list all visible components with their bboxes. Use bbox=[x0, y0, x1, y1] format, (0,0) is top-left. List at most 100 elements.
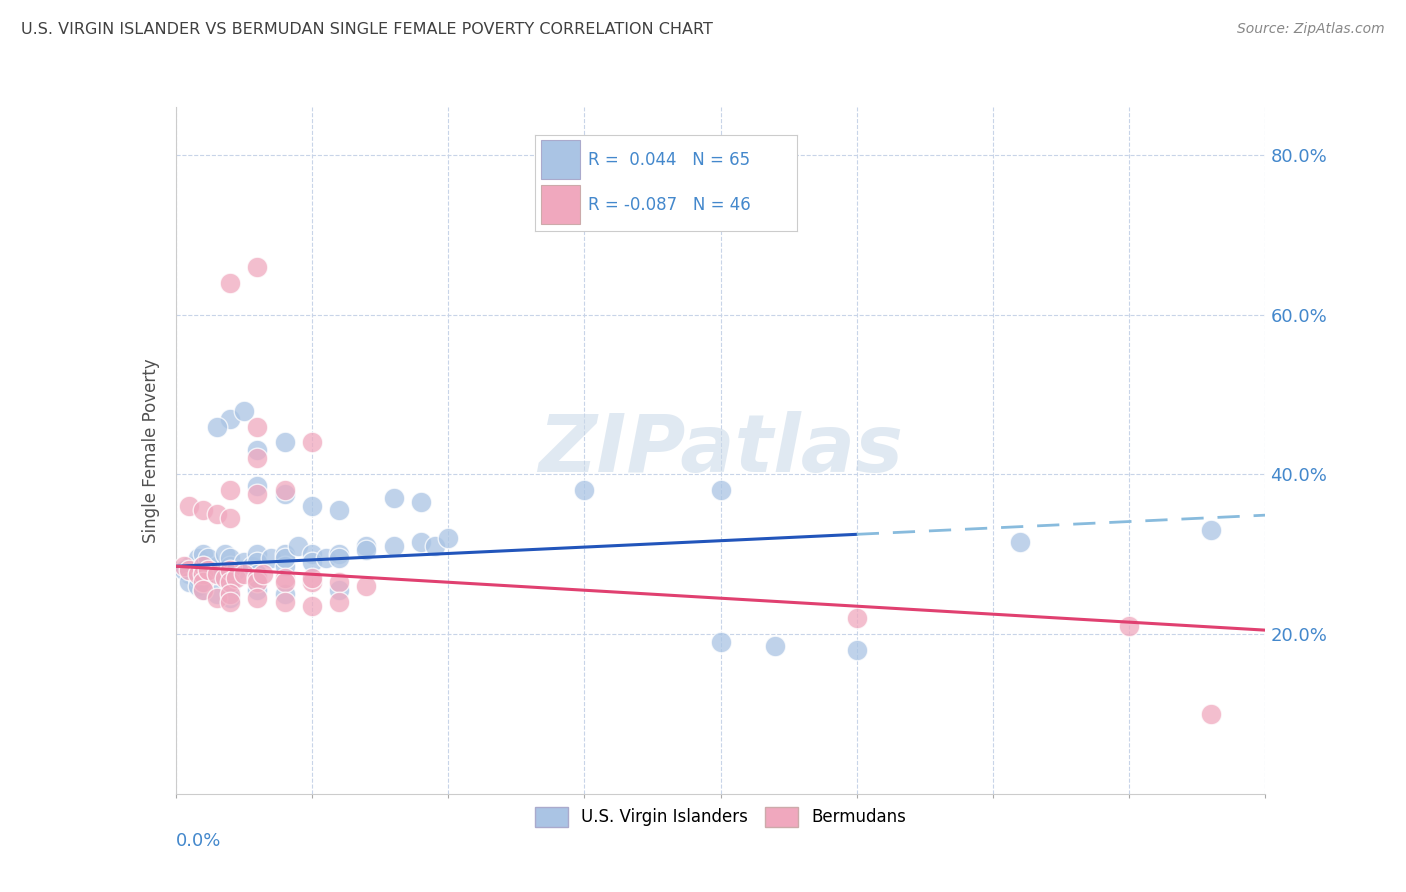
Point bbox=[214, 547, 236, 561]
Point bbox=[274, 587, 297, 601]
Point bbox=[301, 500, 323, 514]
Point bbox=[205, 508, 228, 522]
Point bbox=[1199, 706, 1222, 721]
Point bbox=[246, 571, 269, 585]
Point bbox=[191, 583, 214, 598]
Text: Source: ZipAtlas.com: Source: ZipAtlas.com bbox=[1237, 22, 1385, 37]
Point bbox=[710, 483, 733, 498]
Point bbox=[197, 551, 219, 566]
Point bbox=[205, 419, 228, 434]
Point bbox=[437, 531, 460, 545]
Point bbox=[232, 567, 254, 582]
Point bbox=[191, 567, 214, 582]
Point bbox=[186, 567, 209, 582]
Point bbox=[409, 535, 432, 549]
Point bbox=[232, 403, 254, 417]
Point bbox=[301, 435, 323, 450]
Point bbox=[191, 567, 214, 582]
Point bbox=[574, 483, 596, 498]
Point bbox=[301, 599, 323, 614]
Legend: U.S. Virgin Islanders, Bermudans: U.S. Virgin Islanders, Bermudans bbox=[529, 800, 912, 834]
Point bbox=[191, 559, 214, 574]
Text: 0.0%: 0.0% bbox=[176, 831, 221, 850]
Point bbox=[1118, 619, 1140, 633]
Point bbox=[1199, 524, 1222, 538]
Point bbox=[205, 587, 228, 601]
Point bbox=[205, 567, 228, 582]
Point bbox=[246, 487, 269, 501]
Point bbox=[356, 579, 378, 593]
Point bbox=[186, 571, 209, 585]
Point bbox=[356, 543, 378, 558]
Point bbox=[845, 611, 868, 625]
Point bbox=[763, 639, 786, 653]
Text: U.S. VIRGIN ISLANDER VS BERMUDAN SINGLE FEMALE POVERTY CORRELATION CHART: U.S. VIRGIN ISLANDER VS BERMUDAN SINGLE … bbox=[21, 22, 713, 37]
Point bbox=[328, 595, 350, 609]
Point bbox=[179, 563, 201, 577]
Point bbox=[301, 547, 323, 561]
Text: ZIPatlas: ZIPatlas bbox=[538, 411, 903, 490]
Point bbox=[246, 419, 269, 434]
Point bbox=[197, 563, 219, 577]
Point bbox=[246, 260, 269, 274]
Point bbox=[186, 579, 209, 593]
Point bbox=[274, 547, 297, 561]
Point bbox=[219, 567, 242, 582]
Point bbox=[205, 567, 228, 582]
Point bbox=[328, 583, 350, 598]
Point bbox=[328, 551, 350, 566]
Point bbox=[219, 595, 242, 609]
Point bbox=[328, 503, 350, 517]
Point bbox=[356, 539, 378, 553]
Point bbox=[191, 559, 214, 574]
Point bbox=[274, 435, 297, 450]
Point bbox=[246, 555, 269, 569]
Point bbox=[301, 575, 323, 590]
Point bbox=[219, 551, 242, 566]
Point bbox=[191, 575, 214, 590]
Point bbox=[328, 547, 350, 561]
Point bbox=[240, 559, 263, 574]
Point bbox=[382, 491, 405, 506]
Point bbox=[232, 555, 254, 569]
Point bbox=[186, 551, 209, 566]
Point bbox=[274, 595, 297, 609]
Point bbox=[246, 591, 269, 606]
Y-axis label: Single Female Poverty: Single Female Poverty bbox=[142, 359, 160, 542]
Point bbox=[219, 563, 242, 577]
Point bbox=[274, 487, 297, 501]
Point bbox=[191, 503, 214, 517]
Point bbox=[274, 551, 297, 566]
Point bbox=[246, 479, 269, 493]
Point bbox=[1010, 535, 1032, 549]
Point bbox=[246, 575, 269, 590]
Point bbox=[219, 559, 242, 574]
Point bbox=[173, 563, 195, 577]
Point bbox=[246, 451, 269, 466]
Point bbox=[382, 539, 405, 553]
Point bbox=[274, 575, 297, 590]
Point bbox=[191, 547, 214, 561]
Point bbox=[205, 559, 228, 574]
Point bbox=[328, 575, 350, 590]
Point bbox=[179, 575, 201, 590]
Point bbox=[423, 539, 446, 553]
Point bbox=[205, 591, 228, 606]
Point bbox=[246, 443, 269, 458]
Point bbox=[173, 559, 195, 574]
Point bbox=[246, 547, 269, 561]
Point bbox=[260, 551, 283, 566]
Point bbox=[219, 483, 242, 498]
Point bbox=[274, 559, 297, 574]
Point bbox=[710, 635, 733, 649]
Point bbox=[252, 567, 274, 582]
Point bbox=[225, 571, 247, 585]
Point bbox=[219, 411, 242, 425]
Point bbox=[225, 563, 247, 577]
Point bbox=[219, 511, 242, 525]
Point bbox=[219, 591, 242, 606]
Point bbox=[219, 587, 242, 601]
Point bbox=[219, 276, 242, 290]
Point bbox=[274, 571, 297, 585]
Point bbox=[301, 555, 323, 569]
